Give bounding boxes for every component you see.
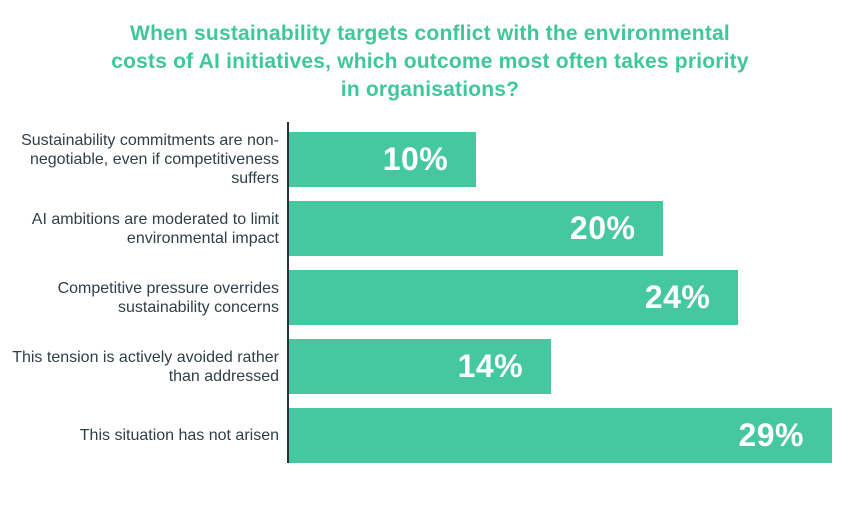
bar: 20%	[289, 201, 664, 256]
chart-row: AI ambitions are moderated to limit envi…	[9, 201, 860, 256]
value-label: 29%	[738, 417, 804, 453]
category-label: AI ambitions are moderated to limit envi…	[31, 210, 279, 247]
bar: 24%	[289, 270, 739, 325]
category-label: Competitive pressure overrides sustainab…	[57, 279, 279, 316]
chart-row: This situation has not arisen 29%	[9, 408, 860, 463]
category-label: Sustainability commitments are non- nego…	[21, 132, 279, 187]
bar: 29%	[289, 408, 832, 463]
value-label: 14%	[457, 348, 524, 384]
chart-title-line-1: When sustainability targets conflict wit…	[130, 22, 730, 45]
value-label: 10%	[382, 141, 449, 177]
chart-title-line-3: in organisations?	[340, 78, 520, 101]
value-label: 20%	[569, 210, 636, 246]
value-label: 24%	[644, 279, 711, 315]
category-label: This tension is actively avoided rather …	[12, 348, 279, 385]
bar-chart: Sustainability commitments are non- nego…	[9, 122, 860, 463]
bar-track: 20%	[289, 201, 832, 256]
chart-title: When sustainability targets conflict wit…	[0, 20, 860, 104]
bar: 14%	[289, 339, 552, 394]
bar-track: 14%	[289, 339, 832, 394]
bar-track: 29%	[289, 408, 832, 463]
chart-row: Sustainability commitments are non- nego…	[9, 132, 860, 187]
chart-row: Competitive pressure overrides sustainab…	[9, 270, 860, 325]
y-axis-line	[287, 122, 289, 463]
category-label: This situation has not arisen	[79, 427, 279, 444]
chart-row: This tension is actively avoided rather …	[9, 339, 860, 394]
bar-track: 10%	[289, 132, 832, 187]
chart-title-line-2: costs of AI initiatives, which outcome m…	[111, 50, 749, 73]
bar-track: 24%	[289, 270, 832, 325]
bar: 10%	[289, 132, 477, 187]
